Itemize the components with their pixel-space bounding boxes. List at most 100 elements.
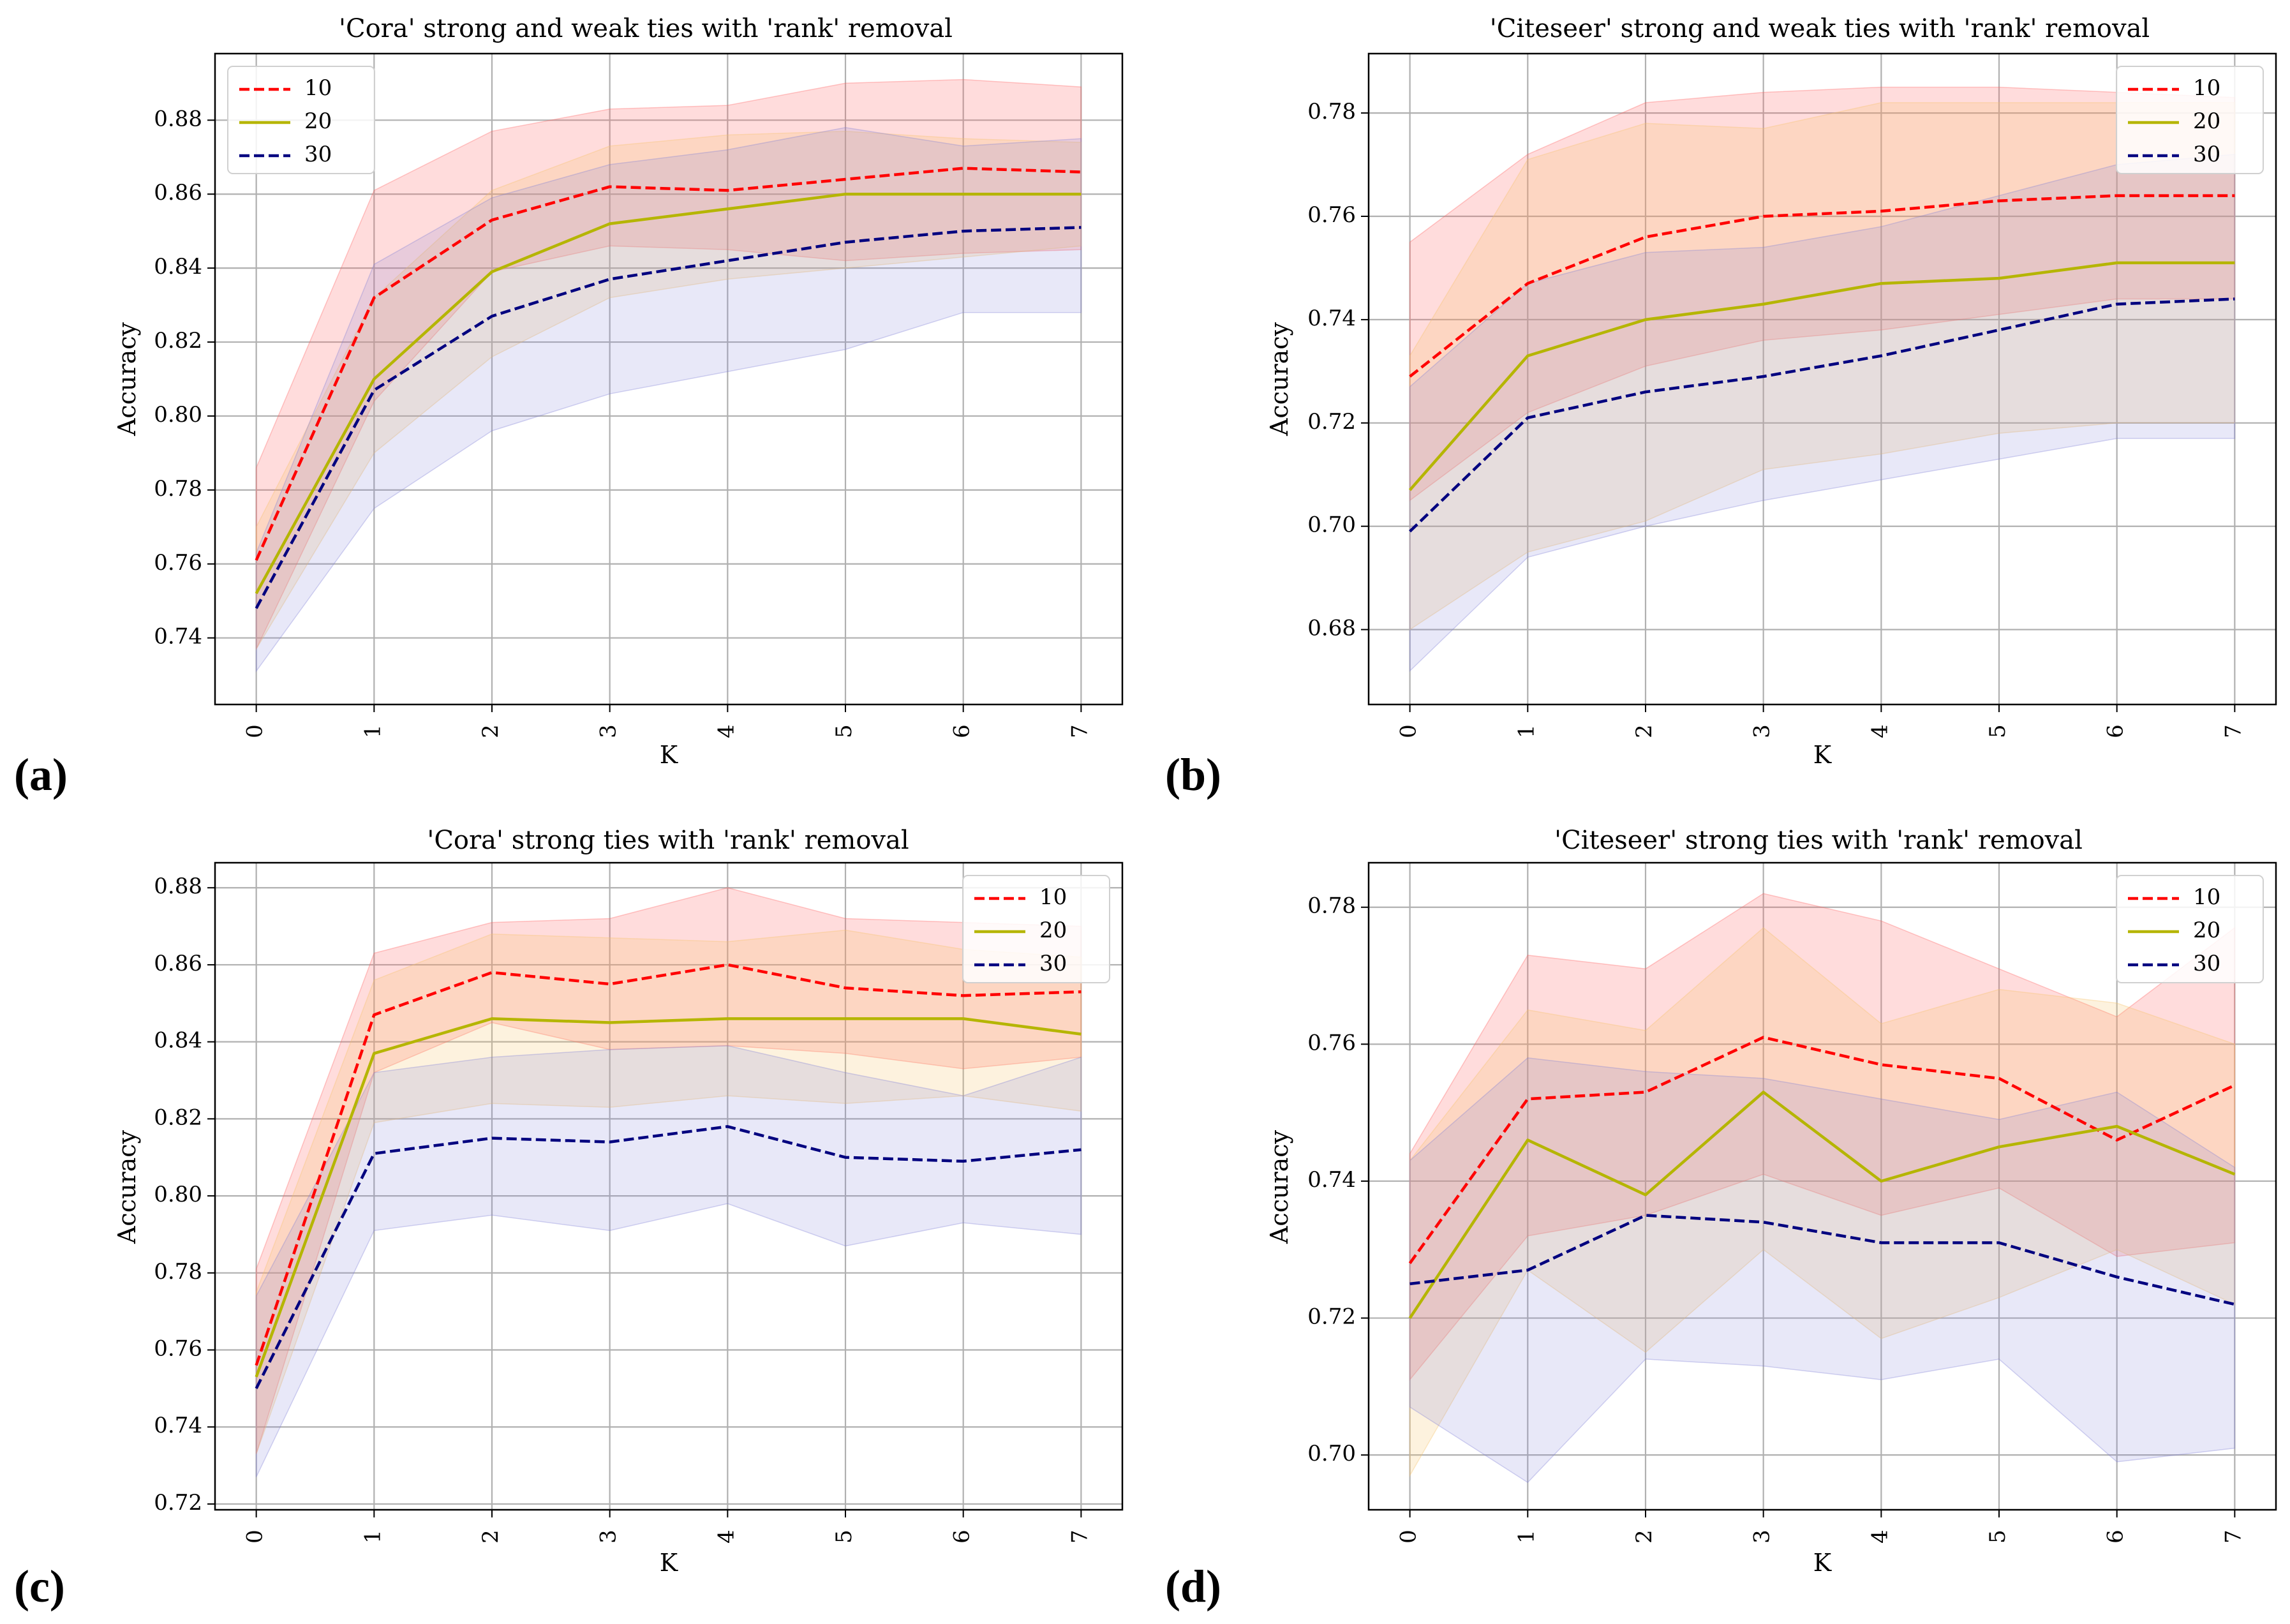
plot-frame	[214, 861, 1124, 1511]
panel-a: 'Cora' strong and weak ties with 'rank' …	[14, 14, 1124, 800]
legend-label-30: 30	[2193, 951, 2220, 976]
band-series-30	[255, 127, 1082, 673]
y-tick-label: 0.72	[154, 1490, 202, 1516]
x-axis-label: K	[660, 1549, 678, 1577]
x-ticks: 0 1 2 3 4 5 6 7	[242, 1510, 1092, 1544]
x-tick-label: 3	[1750, 724, 1775, 738]
legend-box	[962, 875, 1110, 983]
series-lines	[255, 963, 1082, 1389]
plot-frame	[214, 52, 1124, 706]
y-tick-label: 0.76	[154, 1336, 202, 1362]
x-tick-label: 4	[1867, 724, 1892, 738]
line-series-30	[255, 1125, 1082, 1389]
line-series-10	[255, 963, 1082, 1366]
x-tick-label: 2	[478, 1530, 503, 1544]
y-tick-label: 0.74	[154, 624, 202, 650]
x-tick-label: 5	[1985, 724, 2011, 738]
legend: 10 20 30	[2116, 66, 2264, 174]
chart-title: 'Cora' strong and weak ties with 'rank' …	[339, 14, 953, 43]
x-axis-label: K	[1813, 741, 1832, 769]
legend-label-20: 20	[2193, 918, 2220, 943]
x-tick-label: 7	[2220, 724, 2246, 738]
y-ticks: 0.68 0.70 0.72 0.74 0.76 0.78	[1307, 99, 1369, 641]
y-tick-label: 0.74	[154, 1413, 202, 1438]
y-tick-label: 0.82	[154, 328, 202, 354]
x-ticks: 0 1 2 3 4 5 6 7	[242, 704, 1092, 738]
line-series-20	[1408, 261, 2235, 491]
series-lines	[255, 167, 1082, 609]
y-tick-label: 0.68	[1307, 616, 1356, 641]
x-tick-label: 2	[1632, 1530, 1657, 1544]
y-ticks: 0.74 0.76 0.78 0.80 0.82 0.84 0.86 0.88	[154, 106, 215, 650]
band-series-20	[1409, 927, 2236, 1478]
chart-title: 'Citeseer' strong and weak ties with 'ra…	[1490, 14, 2150, 43]
x-tick-label: 7	[1067, 724, 1092, 738]
x-tick-label: 2	[1632, 724, 1657, 738]
grid-lines	[1369, 863, 2276, 1510]
panel-d: 'Citeseer' strong ties with 'rank' remov…	[1165, 826, 2277, 1612]
y-tick-label: 0.70	[1307, 1441, 1356, 1466]
x-tick-label: 5	[831, 724, 857, 738]
x-ticks: 0 1 2 3 4 5 6 7	[1396, 704, 2246, 738]
legend-label-30: 30	[2193, 142, 2220, 167]
y-axis-label: Accuracy	[113, 322, 141, 436]
panel-label: (b)	[1165, 749, 1221, 800]
x-tick-label: 2	[478, 724, 503, 738]
y-tick-label: 0.74	[1307, 1167, 1356, 1193]
y-tick-label: 0.82	[154, 1105, 202, 1130]
plot-frame	[1367, 861, 2277, 1511]
legend-label-10: 10	[2193, 884, 2220, 910]
x-tick-label: 6	[949, 1530, 975, 1544]
x-tick-label: 1	[360, 724, 385, 738]
y-ticks: 0.70 0.72 0.74 0.76 0.78	[1307, 893, 1369, 1466]
y-tick-label: 0.88	[154, 874, 202, 899]
x-tick-label: 5	[1985, 1530, 2011, 1544]
y-tick-label: 0.72	[1307, 1304, 1356, 1330]
x-ticks: 0 1 2 3 4 5 6 7	[1396, 1510, 2246, 1544]
panel-label: (d)	[1165, 1561, 1221, 1612]
y-tick-label: 0.76	[154, 550, 202, 576]
y-tick-label: 0.88	[154, 106, 202, 131]
panel-label: (a)	[14, 749, 68, 800]
x-tick-label: 6	[2103, 1530, 2129, 1544]
plot-frame	[1367, 52, 2277, 706]
panel-b: 'Citeseer' strong and weak ties with 'ra…	[1165, 14, 2277, 800]
legend-label-10: 10	[1039, 884, 1067, 910]
y-tick-label: 0.70	[1307, 512, 1356, 538]
y-tick-label: 0.78	[154, 476, 202, 502]
x-tick-label: 4	[713, 1530, 739, 1544]
y-tick-label: 0.76	[1307, 202, 1356, 228]
line-series-10	[255, 167, 1082, 561]
series-lines	[1408, 194, 2235, 533]
legend-box	[2116, 66, 2264, 174]
y-tick-label: 0.72	[1307, 409, 1356, 435]
line-series-20	[255, 1017, 1082, 1378]
x-tick-label: 1	[360, 1530, 385, 1544]
y-tick-label: 0.78	[154, 1259, 202, 1285]
grid-lines	[215, 54, 1122, 704]
x-axis-label: K	[660, 741, 678, 769]
panel-c: 'Cora' strong ties with 'rank' removal 0…	[14, 826, 1124, 1612]
y-tick-label: 0.84	[154, 1028, 202, 1054]
x-tick-label: 0	[242, 724, 268, 738]
x-tick-label: 3	[596, 1530, 621, 1544]
y-tick-label: 0.74	[1307, 306, 1356, 331]
y-tick-label: 0.86	[154, 951, 202, 976]
band-series-20	[255, 130, 1082, 651]
line-series-20	[1408, 1091, 2236, 1319]
legend-label-10: 10	[2193, 75, 2220, 101]
line-series-30	[1409, 1214, 2235, 1306]
chart-title: 'Citeseer' strong ties with 'rank' remov…	[1554, 826, 2083, 855]
band-series-30	[255, 1045, 1082, 1478]
confidence-bands	[255, 887, 1082, 1478]
confidence-bands	[255, 78, 1082, 673]
y-tick-label: 0.76	[1307, 1030, 1356, 1055]
band-series-20	[255, 929, 1082, 1454]
legend-label-20: 20	[2193, 108, 2220, 134]
x-tick-label: 7	[2220, 1530, 2246, 1544]
y-tick-label: 0.86	[154, 180, 202, 205]
band-series-10	[255, 78, 1082, 650]
legend-label-10: 10	[304, 75, 332, 101]
y-axis-label: Accuracy	[1265, 322, 1293, 436]
